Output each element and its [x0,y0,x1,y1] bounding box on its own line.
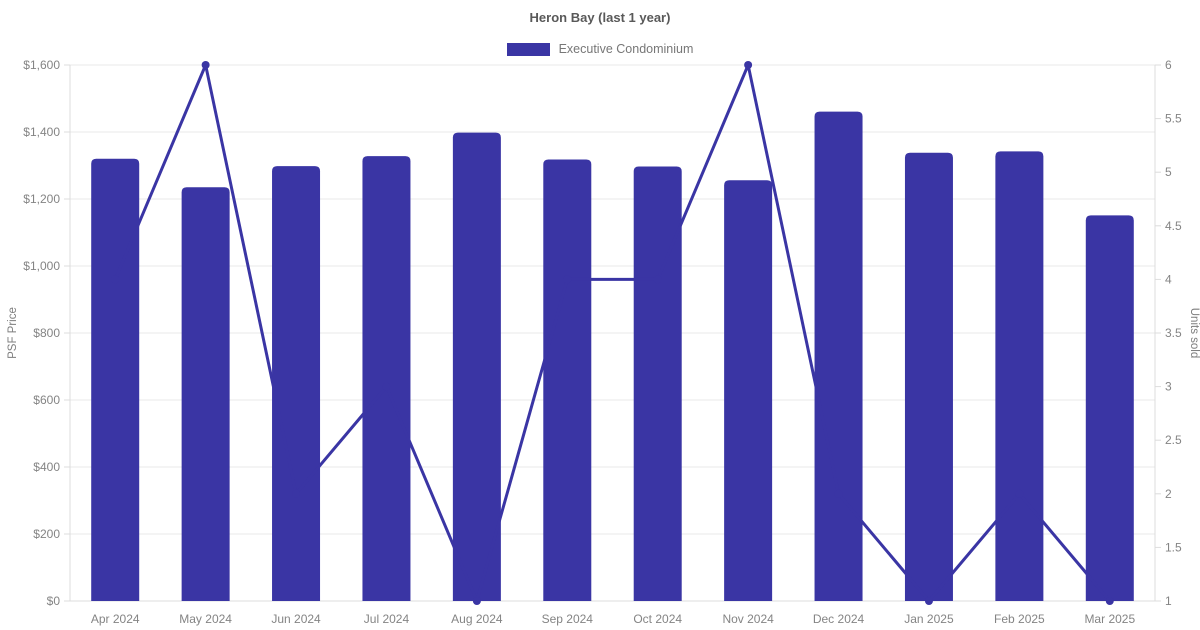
bar-jun-2024[interactable] [272,166,321,602]
svg-text:Aug 2024: Aug 2024 [451,612,503,626]
svg-text:6: 6 [1165,58,1172,72]
svg-text:Apr 2024: Apr 2024 [91,612,140,626]
point-jul-2024[interactable] [382,382,391,391]
svg-text:4: 4 [1165,272,1172,286]
bar-may-2024[interactable] [181,187,230,601]
point-nov-2024[interactable] [744,61,753,69]
svg-text:Nov 2024: Nov 2024 [722,612,774,626]
bars [91,111,1134,602]
bar-jul-2024[interactable] [362,156,411,601]
svg-text:Jan 2025: Jan 2025 [904,612,954,626]
svg-text:Jul 2024: Jul 2024 [364,612,410,626]
point-jun-2024[interactable] [292,489,301,498]
svg-text:Dec 2024: Dec 2024 [813,612,865,626]
point-mar-2025[interactable] [1105,597,1114,605]
svg-text:1.5: 1.5 [1165,540,1182,554]
svg-text:2: 2 [1165,487,1172,501]
bar-apr-2024[interactable] [91,158,140,602]
svg-text:2.5: 2.5 [1165,433,1182,447]
left-axis-title: PSF Price [7,307,19,359]
right-axis-tick-labels: 1 1.5 2 2.5 3 3.5 4 4.5 5 5.5 6 [1155,58,1182,608]
svg-text:3: 3 [1165,380,1172,394]
point-dec-2024[interactable] [834,489,843,498]
units-sold-points [111,61,1114,605]
svg-text:$1,600: $1,600 [23,58,60,72]
point-apr-2024[interactable] [111,275,120,284]
svg-text:$600: $600 [33,393,60,407]
bar-feb-2025[interactable] [995,151,1044,601]
svg-text:5: 5 [1165,165,1172,179]
x-axis-labels: Apr 2024 May 2024 Jun 2024 Jul 2024 Aug 2024… [91,612,1136,626]
legend-label: Executive Condominium [558,42,694,56]
svg-text:Oct 2024: Oct 2024 [633,612,682,626]
bar-sep-2024[interactable] [543,159,592,601]
svg-text:$0: $0 [47,594,61,608]
chart-legend[interactable]: Executive Condominium [0,42,1200,56]
bar-mar-2025[interactable] [1085,215,1134,602]
point-sep-2024[interactable] [563,275,572,284]
legend-swatch [506,42,550,56]
bar-nov-2024[interactable] [724,180,773,602]
bar-jan-2025[interactable] [904,152,953,601]
svg-text:$200: $200 [33,527,60,541]
chart-title: Heron Bay (last 1 year) [529,10,671,25]
bar-dec-2024[interactable] [814,111,863,601]
svg-text:$1,400: $1,400 [23,125,60,139]
svg-text:Mar 2025: Mar 2025 [1084,612,1135,626]
svg-text:3.5: 3.5 [1165,326,1182,340]
point-aug-2024[interactable] [472,597,481,605]
svg-text:1: 1 [1165,594,1172,608]
svg-text:Sep 2024: Sep 2024 [542,612,594,626]
bar-aug-2024[interactable] [452,132,501,602]
right-axis-title: Units sold [1188,308,1200,359]
svg-text:Feb 2025: Feb 2025 [994,612,1045,626]
point-feb-2025[interactable] [1015,489,1024,498]
left-axis-tick-labels: $0 $200 $400 $600 $800 $1,000 $1,200 $1,400 $1,6… [23,58,70,608]
point-jan-2025[interactable] [924,597,933,605]
svg-text:5.5: 5.5 [1165,112,1182,126]
svg-text:$800: $800 [33,326,60,340]
svg-text:4.5: 4.5 [1165,219,1182,233]
point-may-2024[interactable] [201,61,210,69]
units-sold-line [113,63,1111,603]
svg-text:$1,200: $1,200 [23,192,60,206]
svg-text:May 2024: May 2024 [179,612,232,626]
svg-text:Jun 2024: Jun 2024 [271,612,321,626]
svg-text:$400: $400 [33,460,60,474]
point-oct-2024[interactable] [653,275,662,284]
bar-oct-2024[interactable] [633,166,682,601]
grid-lines [70,64,1155,535]
svg-text:$1,000: $1,000 [23,259,60,273]
